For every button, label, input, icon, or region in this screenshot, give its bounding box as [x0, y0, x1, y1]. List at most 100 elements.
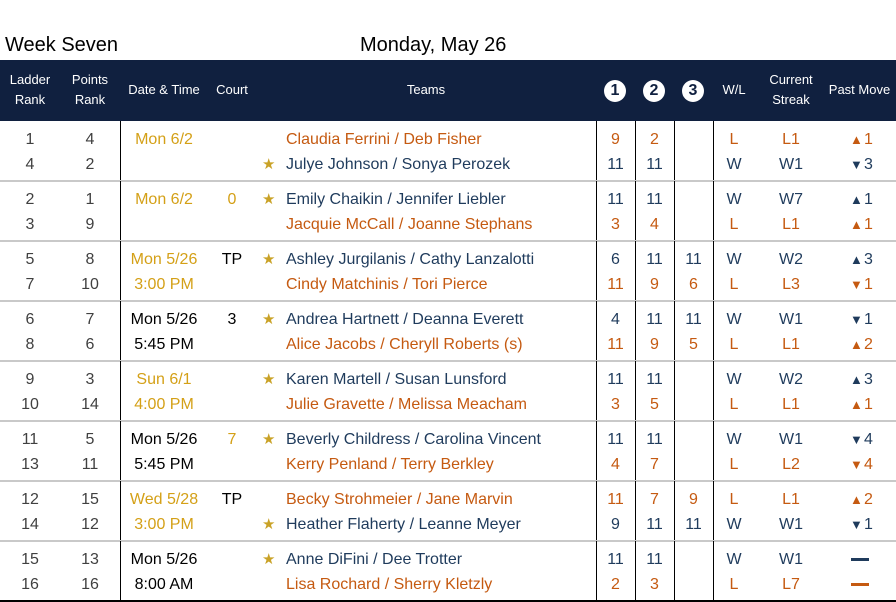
up-triangle-icon: ▲	[850, 397, 863, 412]
match-date: Mon 5/26	[130, 311, 198, 328]
team-names: Alice Jacobs / Cheryll Roberts (s)	[286, 336, 523, 353]
game-2-score: 2	[650, 131, 659, 148]
past-move-value: 3	[864, 251, 873, 268]
match-date: Mon 6/2	[135, 191, 193, 208]
team-names: Andrea Hartnett / Deanna Everett	[286, 311, 524, 328]
team-names: Heather Flaherty / Leanne Meyer	[286, 516, 521, 533]
column-divider	[120, 541, 121, 601]
current-streak: W2	[779, 371, 803, 388]
win-loss: W	[726, 251, 742, 268]
win-loss: L	[729, 216, 739, 233]
game-1-score: 11	[607, 336, 624, 353]
points-rank: 7	[85, 311, 95, 328]
past-move-value: 4	[864, 456, 873, 473]
win-loss: L	[729, 456, 739, 473]
team-names: Jacquie McCall / Joanne Stephans	[286, 216, 533, 233]
column-divider	[635, 181, 636, 241]
current-streak: L1	[782, 216, 800, 233]
game-2-score: 11	[646, 371, 663, 388]
winner-star-icon: ★	[262, 431, 276, 448]
ladder-rank: 1	[25, 131, 35, 148]
game-2-score: 5	[650, 396, 659, 413]
game-1-score: 11	[607, 431, 624, 448]
match-time: 5:45 PM	[134, 456, 194, 473]
column-divider	[120, 481, 121, 541]
down-triangle-icon: ▼	[850, 432, 863, 447]
winner-star-icon: ★	[262, 251, 276, 268]
no-change-dash-icon	[851, 583, 869, 586]
column-divider	[635, 361, 636, 421]
points-rank: 6	[85, 336, 95, 353]
past-move-value: 1	[864, 516, 873, 533]
game-3-score: 11	[685, 251, 702, 268]
column-divider	[713, 361, 714, 421]
game-2-score: 11	[646, 156, 663, 173]
past-move-value: 1	[864, 311, 873, 328]
points-rank: 1	[85, 191, 95, 208]
points-rank: 14	[81, 396, 99, 413]
row-separator	[0, 300, 896, 302]
match-date: Mon 6/2	[135, 131, 193, 148]
ladder-rank: 4	[25, 156, 35, 173]
ladder-rank: 7	[25, 276, 35, 293]
header-teams: Teams	[406, 82, 446, 97]
table-header: Ladder Rank Points Rank Date & Time Court …	[0, 60, 896, 121]
game-1-score: 11	[607, 551, 624, 568]
header-points-rank: Points Rank	[71, 72, 109, 107]
ladder-rank: 10	[21, 396, 39, 413]
row-separator	[0, 420, 896, 422]
header-court: Court	[216, 82, 248, 97]
winner-star-icon: ★	[262, 191, 276, 208]
down-triangle-icon: ▼	[850, 457, 863, 472]
game-2-score: 11	[646, 551, 663, 568]
column-divider	[713, 481, 714, 541]
team-names: Becky Strohmeier / Jane Marvin	[286, 491, 513, 508]
header-ladder-rank: Ladder Rank	[9, 72, 51, 107]
column-divider	[596, 541, 597, 601]
team-names: Emily Chaikin / Jennifer Liebler	[286, 191, 506, 208]
ladder-rank: 5	[25, 251, 35, 268]
game-1-score: 11	[607, 371, 624, 388]
past-move-value: 3	[864, 156, 873, 173]
team-names: Julye Johnson / Sonya Perozek	[286, 156, 511, 173]
team-names: Claudia Ferrini / Deb Fisher	[286, 131, 482, 148]
team-names: Julie Gravette / Melissa Meacham	[286, 396, 527, 413]
column-divider	[596, 301, 597, 361]
game-3-score: 6	[689, 276, 698, 293]
game-1-score: 11	[607, 191, 624, 208]
up-triangle-icon: ▲	[850, 217, 863, 232]
week-title: Week Seven	[5, 34, 119, 56]
past-move-value: 2	[864, 491, 873, 508]
match-date: Mon 5/26	[130, 431, 198, 448]
points-rank: 8	[85, 251, 95, 268]
column-divider	[635, 121, 636, 181]
down-triangle-icon: ▼	[850, 517, 863, 532]
ladder-rank: 16	[21, 576, 39, 593]
column-divider	[674, 541, 675, 601]
game-2-score: 11	[646, 431, 663, 448]
win-loss: W	[726, 191, 742, 208]
winner-star-icon: ★	[262, 371, 276, 388]
past-move-value: 2	[864, 336, 873, 353]
points-rank: 16	[81, 576, 99, 593]
column-divider	[713, 241, 714, 301]
match-time: 5:45 PM	[134, 336, 194, 353]
past-move-value: 1	[864, 131, 873, 148]
column-divider	[674, 481, 675, 541]
header-wl: W/L	[722, 82, 746, 97]
game-1-score: 3	[611, 216, 620, 233]
current-streak: L1	[782, 336, 800, 353]
past-move-value: 1	[864, 396, 873, 413]
down-triangle-icon: ▼	[850, 312, 863, 327]
ladder-rank: 15	[21, 551, 39, 568]
win-loss: L	[729, 576, 739, 593]
column-divider	[635, 241, 636, 301]
row-separator	[0, 480, 896, 482]
game-1-score: 11	[607, 156, 624, 173]
past-move-value: 3	[864, 371, 873, 388]
column-divider	[674, 241, 675, 301]
winner-star-icon: ★	[262, 156, 276, 173]
game-2-score: 7	[650, 456, 659, 473]
team-names: Ashley Jurgilanis / Cathy Lanzalotti	[286, 251, 535, 268]
game-2-score: 11	[646, 191, 663, 208]
